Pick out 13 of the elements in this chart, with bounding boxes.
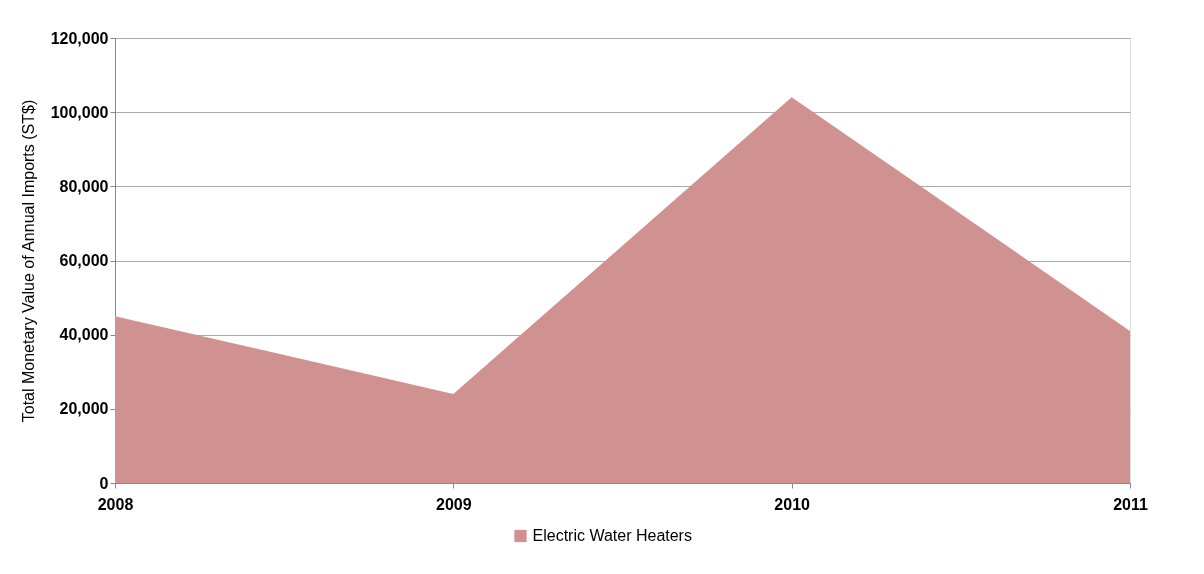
- y-tick-label: 120,000: [50, 29, 109, 47]
- x-tick-label: 2010: [774, 495, 811, 513]
- x-tick-label: 2008: [97, 495, 134, 513]
- y-tick-label: 100,000: [50, 103, 109, 121]
- y-axis-title: Total Monetary Value of Annual Imports (ST$): [19, 99, 37, 423]
- y-tick-label: 60,000: [59, 252, 109, 269]
- y-tick-label: 0: [99, 474, 109, 492]
- y-tick-label: 40,000: [59, 326, 109, 344]
- x-tick-label: 2011: [1113, 495, 1148, 513]
- legend-label: Electric Water Heaters: [532, 527, 692, 544]
- y-tick-label: 80,000: [59, 177, 109, 195]
- x-tick-label: 2009: [436, 495, 472, 513]
- y-tick-label: 20,000: [59, 400, 109, 418]
